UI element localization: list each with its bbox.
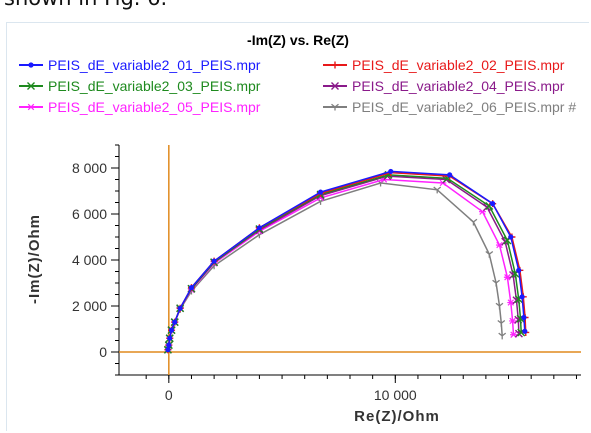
x-axis-label: Re(Z)/Ohm: [354, 408, 440, 425]
data-point: [211, 258, 217, 264]
legend-marker: [27, 82, 35, 90]
nyquist-chart: -Im(Z) vs. Re(Z) PEIS_dE_variable2_01_PE…: [19, 32, 581, 425]
legend-item-2: PEIS_dE_variable2_02_PEIS.mpr: [323, 57, 565, 73]
data-point: [503, 274, 511, 281]
legend-label: PEIS_dE_variable2_03_PEIS.mpr: [48, 78, 261, 94]
data-point: [522, 328, 528, 334]
data-point: [490, 201, 496, 207]
data-point: [256, 225, 263, 231]
data-point: [497, 319, 506, 327]
data-point: [165, 347, 171, 353]
legend-label: PEIS_dE_variable2_05_PEIS.mpr: [48, 99, 261, 115]
legend-label: PEIS_dE_variable2_04_PEIS.mpr: [352, 78, 565, 94]
plot-area: 0 10 000 0 2 000 4 000 6 000 8 000: [72, 144, 581, 403]
legend-item-3: PEIS_dE_variable2_03_PEIS.mpr: [19, 78, 261, 94]
legend-marker: [27, 103, 35, 111]
data-point: [177, 305, 183, 311]
legend-item-4: PEIS_dE_variable2_04_PEIS.mpr: [323, 78, 565, 94]
data-point: [485, 250, 494, 258]
legend-marker: [331, 103, 339, 111]
data-point: [495, 302, 504, 310]
series-layer: [163, 168, 530, 354]
legend-marker: [28, 62, 34, 68]
series-line: [167, 182, 503, 350]
y-tick-label: 0: [99, 344, 107, 360]
y-tick-label: 2 000: [72, 298, 107, 314]
series-6: [164, 179, 507, 354]
legend-item-5: PEIS_dE_variable2_05_PEIS.mpr: [19, 99, 261, 115]
chart-title: -Im(Z) vs. Re(Z): [247, 32, 349, 48]
x-tick-label: 0: [165, 387, 173, 403]
legend: PEIS_dE_variable2_01_PEIS.mpr PEIS_dE_var…: [19, 57, 576, 115]
y-axis-label: -Im(Z)/Ohm: [26, 214, 43, 304]
data-point: [483, 203, 492, 212]
data-point: [516, 267, 522, 273]
data-point: [447, 172, 453, 178]
data-point: [507, 299, 515, 306]
data-point: [492, 279, 500, 287]
data-point: [166, 342, 172, 348]
data-point: [508, 234, 514, 240]
data-point: [188, 285, 195, 291]
legend-item-6: PEIS_dE_variable2_06_PEIS.mpr #: [323, 99, 576, 115]
data-point: [498, 332, 507, 340]
y-tick-label: 8 000: [72, 160, 107, 176]
data-point: [167, 335, 173, 341]
data-point: [172, 319, 178, 325]
legend-label: PEIS_dE_variable2_01_PEIS.mpr: [48, 57, 261, 73]
data-point: [521, 314, 527, 321]
series-1: [165, 168, 528, 353]
y-tick-label: 6 000: [72, 206, 107, 222]
chart-frame: -Im(Z) vs. Re(Z) PEIS_dE_variable2_01_PE…: [6, 22, 589, 431]
data-point: [168, 327, 175, 333]
data-point: [469, 218, 478, 226]
legend-item-1: PEIS_dE_variable2_01_PEIS.mpr: [19, 57, 261, 73]
data-point: [388, 168, 394, 175]
data-point: [317, 189, 324, 195]
legend-marker: [331, 61, 339, 69]
series-line: [167, 175, 520, 350]
legend-label: PEIS_dE_variable2_02_PEIS.mpr: [352, 57, 565, 73]
y-tick-label: 4 000: [72, 252, 107, 268]
legend-marker: [331, 82, 339, 90]
series-line: [167, 178, 515, 350]
figure-caption: shown in Fig. 6.: [4, 0, 167, 10]
data-point: [519, 294, 525, 300]
data-point: [433, 186, 442, 194]
legend-label: PEIS_dE_variable2_06_PEIS.mpr #: [352, 99, 576, 115]
x-tick-label: 10 000: [374, 387, 417, 403]
